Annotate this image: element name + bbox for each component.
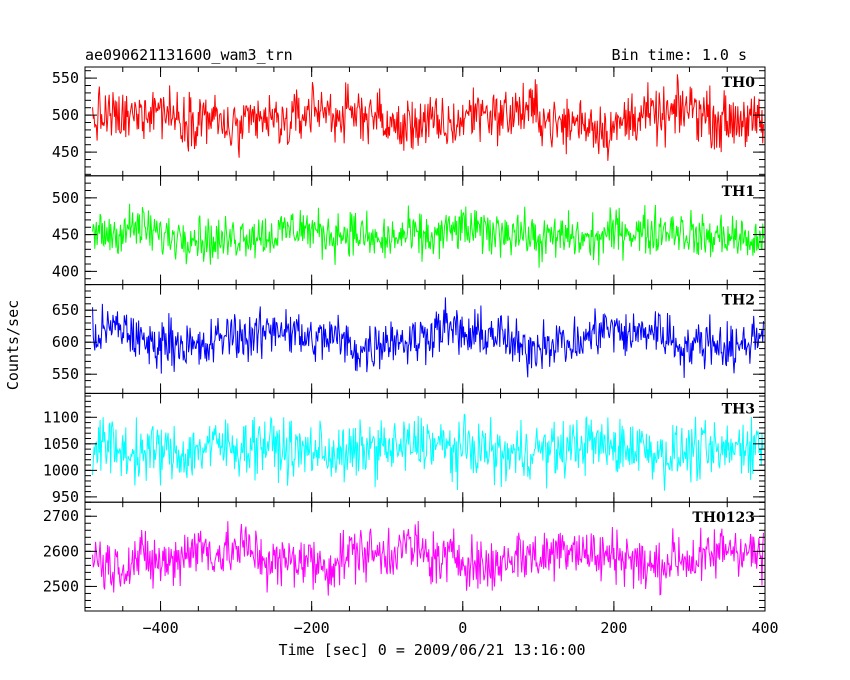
y-tick-label: 2600 [43, 542, 79, 560]
figure-title: ae090621131600_wam3_trn [85, 46, 293, 64]
panel-th0123: 2500 2600 2700 TH0123 [43, 501, 766, 612]
x-tick-label: 400 [751, 619, 778, 637]
y-tick-label: 1050 [43, 435, 79, 453]
panel-name-th3: TH3 [722, 401, 755, 417]
panel-name-th2: TH2 [722, 293, 755, 309]
series-line-th0123 [92, 521, 764, 596]
panel-name-th0123: TH0123 [692, 510, 755, 526]
x-tick-label: 200 [600, 619, 627, 637]
y-tick-label: 500 [52, 106, 79, 124]
y-tick-label: 600 [52, 333, 79, 351]
series-line-th1 [92, 203, 764, 268]
y-tick-label: 2500 [43, 577, 79, 595]
y-tick-label: 450 [52, 143, 79, 161]
y-tick-label: 550 [52, 365, 79, 383]
y-tick-label: 1100 [43, 408, 79, 426]
x-tick-label: −200 [294, 619, 330, 637]
series-line-th0 [92, 74, 764, 161]
y-tick-label: 450 [52, 226, 79, 244]
x-tick-label: −400 [142, 619, 178, 637]
y-tick-label: 650 [52, 301, 79, 319]
y-tick-label: 950 [52, 488, 79, 506]
y-axis-label: Counts/sec [4, 300, 22, 390]
panel-name-th1: TH1 [722, 184, 755, 200]
series-line-th2 [92, 297, 764, 378]
panel-name-th0: TH0 [722, 75, 756, 91]
x-tick-label: 0 [458, 619, 467, 637]
series-line-th3 [92, 413, 764, 491]
panels-group: 450 500 550 TH0 400 450 500 TH1 550 600 650 TH2 950 1… [43, 66, 779, 637]
bin-time-label: Bin time: 1.0 s [612, 46, 747, 64]
panel-th0: 450 500 550 TH0 [52, 66, 766, 177]
y-tick-label: 2700 [43, 507, 79, 525]
y-tick-label: 550 [52, 69, 79, 87]
x-axis-label: Time [sec] 0 = 2009/06/21 13:16:00 [278, 641, 585, 659]
panel-th1: 400 450 500 TH1 [52, 175, 766, 286]
y-tick-label: 500 [52, 189, 79, 207]
y-tick-label: 400 [52, 262, 79, 280]
y-tick-label: 1000 [43, 461, 79, 479]
panel-th3: 950 1000 1050 1100 TH3 [43, 392, 766, 506]
panel-th2: 550 600 650 TH2 [52, 284, 766, 394]
